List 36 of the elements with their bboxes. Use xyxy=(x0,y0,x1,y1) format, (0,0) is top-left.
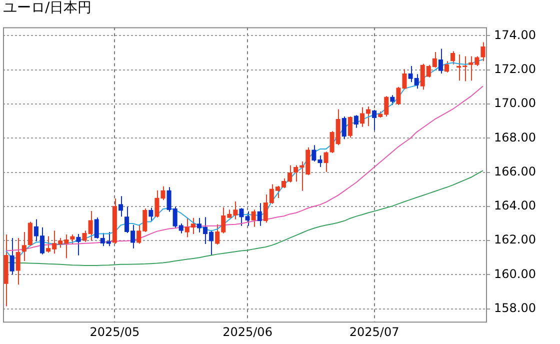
candlestick xyxy=(76,234,81,256)
candlestick xyxy=(10,237,14,276)
candlestick xyxy=(480,42,486,62)
y-tick-label: 164.00 xyxy=(494,198,536,213)
candlestick xyxy=(245,210,250,226)
y-tick-label: 160.00 xyxy=(494,266,536,281)
candlestick xyxy=(444,60,450,73)
candlestick xyxy=(118,196,123,218)
candlestick xyxy=(148,207,154,222)
y-tick-label: 162.00 xyxy=(494,232,536,247)
y-tick-label: 168.00 xyxy=(494,130,536,144)
candlestick xyxy=(348,116,352,138)
candlestick xyxy=(450,50,456,65)
x-tick-label: 2025/05 xyxy=(90,324,140,339)
candlestick xyxy=(438,48,443,74)
candlestick xyxy=(354,114,358,128)
y-tick-label: 170.00 xyxy=(494,96,536,110)
candlestick xyxy=(372,109,377,131)
x-tick-label: 2025/07 xyxy=(349,324,400,339)
candlestick xyxy=(22,232,26,262)
candlestick xyxy=(70,234,75,245)
y-tick-label: 158.00 xyxy=(494,300,536,315)
candlestick xyxy=(390,94,395,106)
candlestick xyxy=(257,202,262,226)
chart-title: ユーロ/日本円 xyxy=(3,0,92,17)
y-tick-label: 172.00 xyxy=(494,62,536,76)
candlestick xyxy=(251,209,256,228)
y-tick-label: 166.00 xyxy=(494,164,536,178)
candlestick xyxy=(16,237,20,286)
candlestick xyxy=(239,208,244,226)
y-tick-label: 174.00 xyxy=(494,28,536,42)
candlestick xyxy=(324,151,328,172)
candlestick xyxy=(94,216,99,239)
x-tick-label: 2025/06 xyxy=(222,324,272,339)
candlestick xyxy=(342,116,346,140)
candlestick xyxy=(28,221,32,247)
